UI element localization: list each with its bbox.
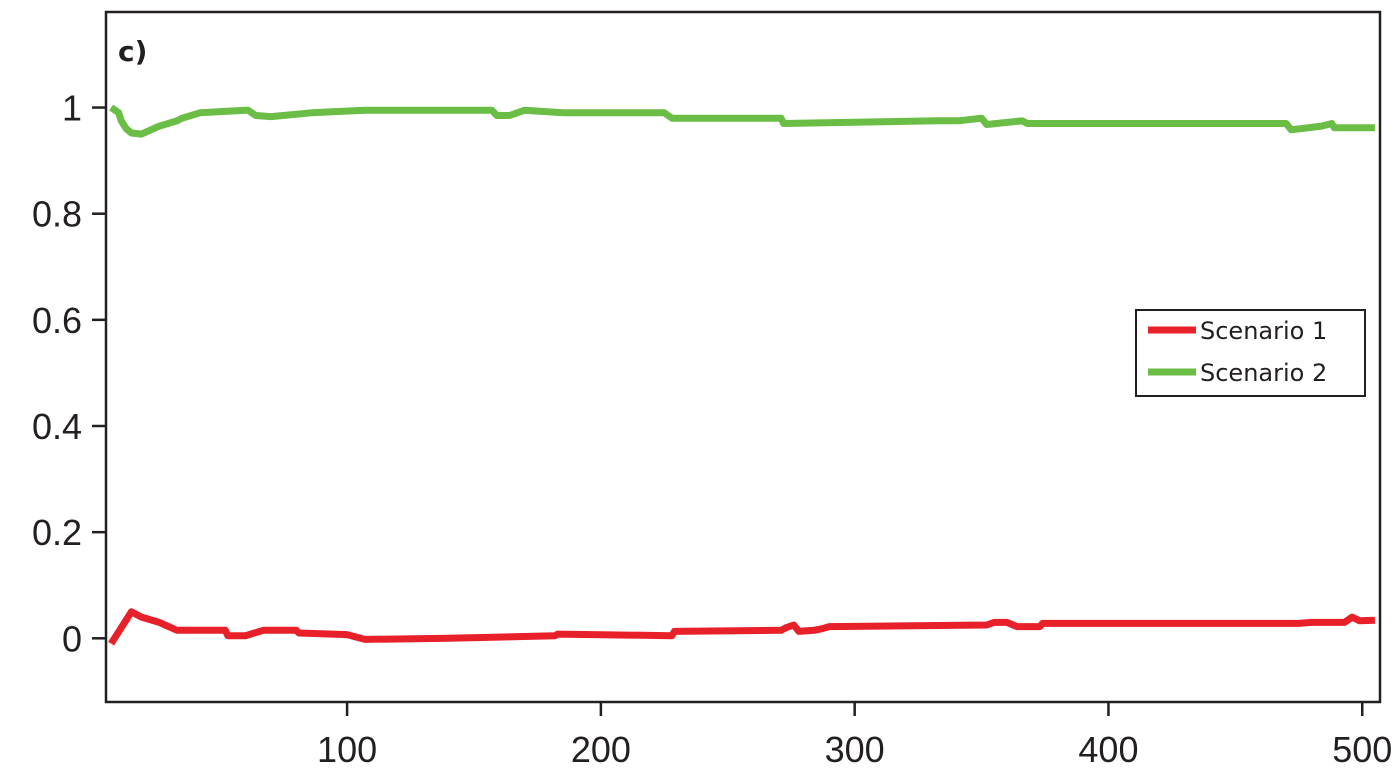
x-tick-label: 200: [571, 729, 631, 770]
x-tick-label: 100: [317, 729, 377, 770]
series-line-scenario-1: [108, 608, 1376, 646]
x-tick-label: 300: [825, 729, 885, 770]
y-tick-label: 0.2: [32, 512, 82, 553]
legend-label-scenario-1: Scenario 1: [1200, 317, 1327, 345]
y-tick-label: 0.4: [32, 406, 82, 447]
x-tick-label: 400: [1078, 729, 1138, 770]
y-tick-label: 0: [62, 618, 82, 659]
y-tick-label: 1: [62, 88, 82, 129]
y-axis: 0 0.2 0.4 0.6 0.8 1: [32, 88, 106, 659]
series-line-scenario-2: [109, 104, 1375, 138]
plot-frame: [104, 10, 1382, 704]
legend-box: [1135, 309, 1366, 397]
y-tick-label: 0.6: [32, 300, 82, 341]
y-tick-label: 0.8: [32, 194, 82, 235]
legend: Scenario 1 Scenario 2: [1135, 309, 1366, 397]
x-tick-label: 500: [1332, 729, 1392, 770]
panel-label: c): [118, 35, 147, 68]
x-axis: 100 200 300 400 500: [317, 702, 1392, 770]
series-lines: [108, 104, 1376, 646]
legend-label-scenario-2: Scenario 2: [1200, 359, 1327, 387]
